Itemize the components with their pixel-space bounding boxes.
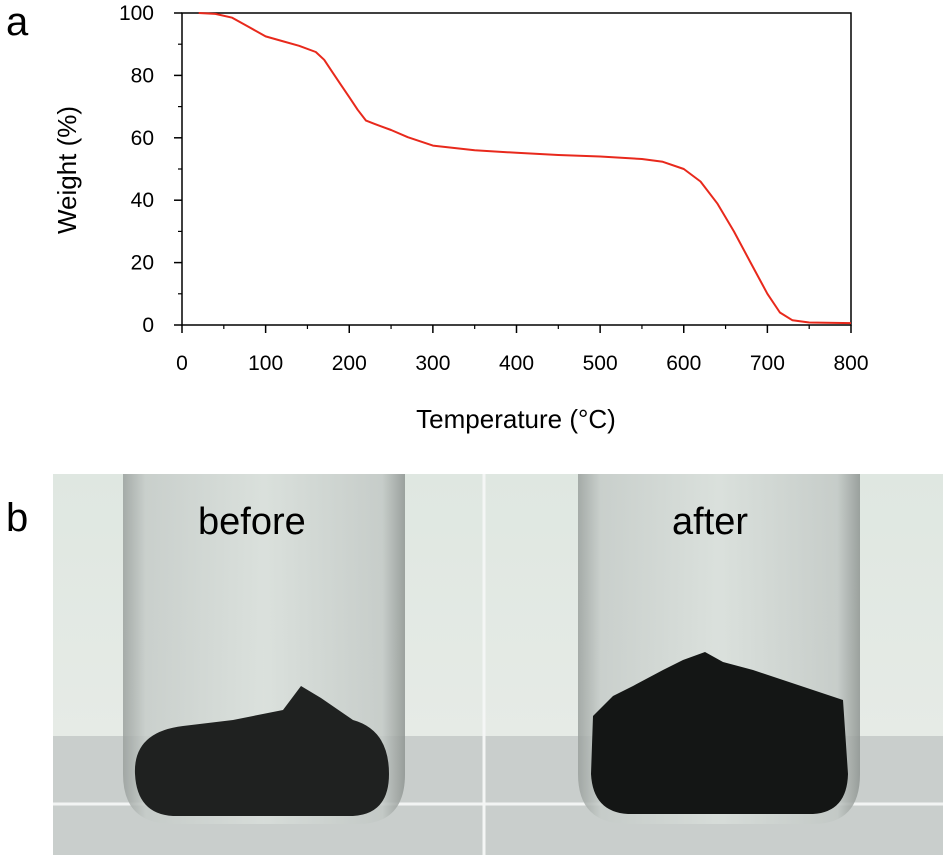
tga-chart: 0 100 200 300 400 500 600 700 800 0 20 40 60 80 100 Te… bbox=[52, 2, 869, 434]
y-tick-label: 80 bbox=[131, 64, 154, 87]
y-tick-label: 0 bbox=[142, 314, 154, 337]
x-tick-label: 600 bbox=[666, 352, 701, 375]
x-tick-label: 0 bbox=[176, 352, 188, 375]
x-tick-label: 100 bbox=[248, 352, 283, 375]
x-axis-label: Temperature (°C) bbox=[416, 404, 616, 434]
plot-frame bbox=[181, 12, 852, 326]
x-tick-label: 300 bbox=[415, 352, 450, 375]
vial-photo bbox=[53, 474, 943, 855]
chart-series bbox=[198, 12, 852, 325]
chart-axes bbox=[181, 12, 852, 326]
series-line-0 bbox=[198, 12, 852, 325]
x-tick-label: 800 bbox=[833, 352, 868, 375]
y-tick-label: 20 bbox=[131, 252, 154, 275]
panel-label-b: b bbox=[6, 496, 29, 540]
after-label: after bbox=[672, 501, 749, 543]
y-tick-label: 40 bbox=[131, 189, 154, 212]
right-vial-sample bbox=[591, 652, 848, 814]
y-axis-label: Weight (%) bbox=[52, 106, 82, 234]
x-tick-label: 500 bbox=[583, 352, 618, 375]
x-tick-label: 700 bbox=[750, 352, 785, 375]
x-tick-label: 200 bbox=[332, 352, 367, 375]
panel-label-a: a bbox=[6, 0, 29, 44]
chart-ticks: 0 100 200 300 400 500 600 700 800 0 20 40 60 80 100 bbox=[119, 2, 869, 375]
left-vial-sample bbox=[134, 686, 389, 816]
before-label: before bbox=[198, 501, 306, 543]
y-tick-label: 60 bbox=[131, 127, 154, 150]
x-tick-label: 400 bbox=[499, 352, 534, 375]
y-tick-label: 100 bbox=[119, 2, 154, 25]
